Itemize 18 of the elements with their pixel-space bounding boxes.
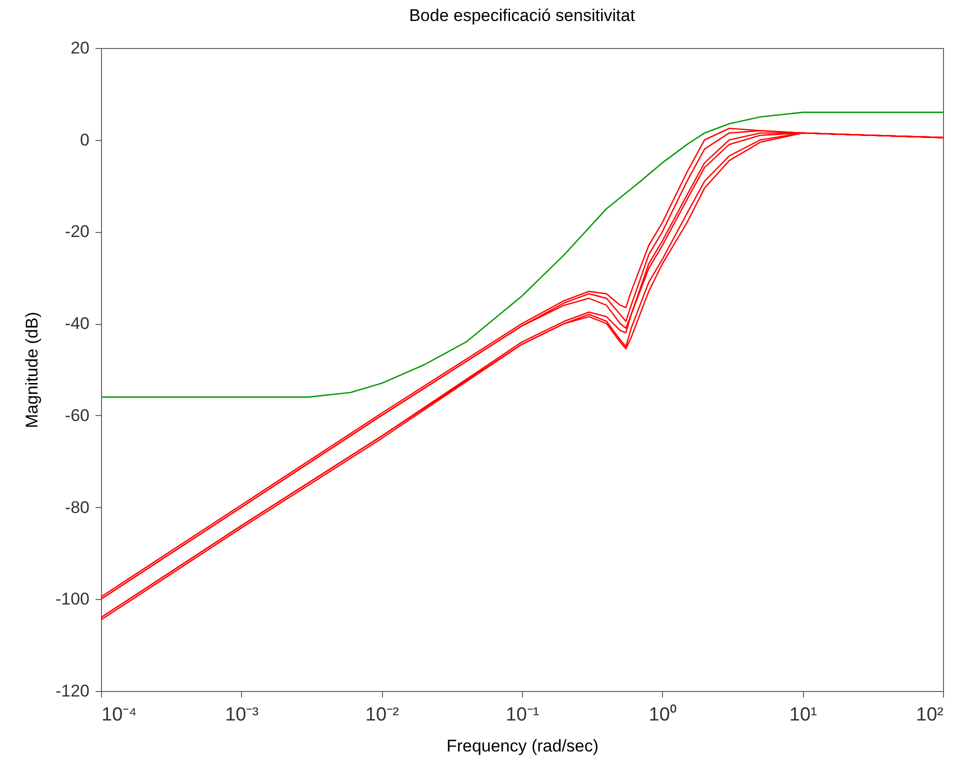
y-tick-label: -20 (64, 222, 90, 242)
y-tick-label: -40 (64, 314, 90, 334)
x-tick-label: 10¹ (789, 704, 817, 726)
x-tick-label: 10⁰ (648, 704, 677, 726)
y-tick-label: 0 (80, 130, 90, 150)
y-tick-label: -80 (64, 498, 90, 517)
x-axis-title: Frequency (rad/sec) (446, 736, 599, 756)
y-tick-label: 20 (70, 38, 90, 58)
y-axis-title: Magnitude (dB) (22, 312, 42, 428)
x-tick-label: 10² (916, 704, 944, 726)
y-tick-label: -60 (64, 406, 90, 425)
x-tick-label: 10⁻⁴ (102, 704, 137, 726)
x-tick-label: 10⁻² (365, 704, 399, 726)
y-tick-label: -120 (55, 682, 90, 700)
y-tick-label: -100 (55, 590, 90, 609)
chart-title: Bode especificació sensitivitat (409, 6, 636, 25)
x-tick-label: 10⁻³ (225, 704, 259, 726)
x-tick-label: 10⁻¹ (506, 704, 540, 726)
